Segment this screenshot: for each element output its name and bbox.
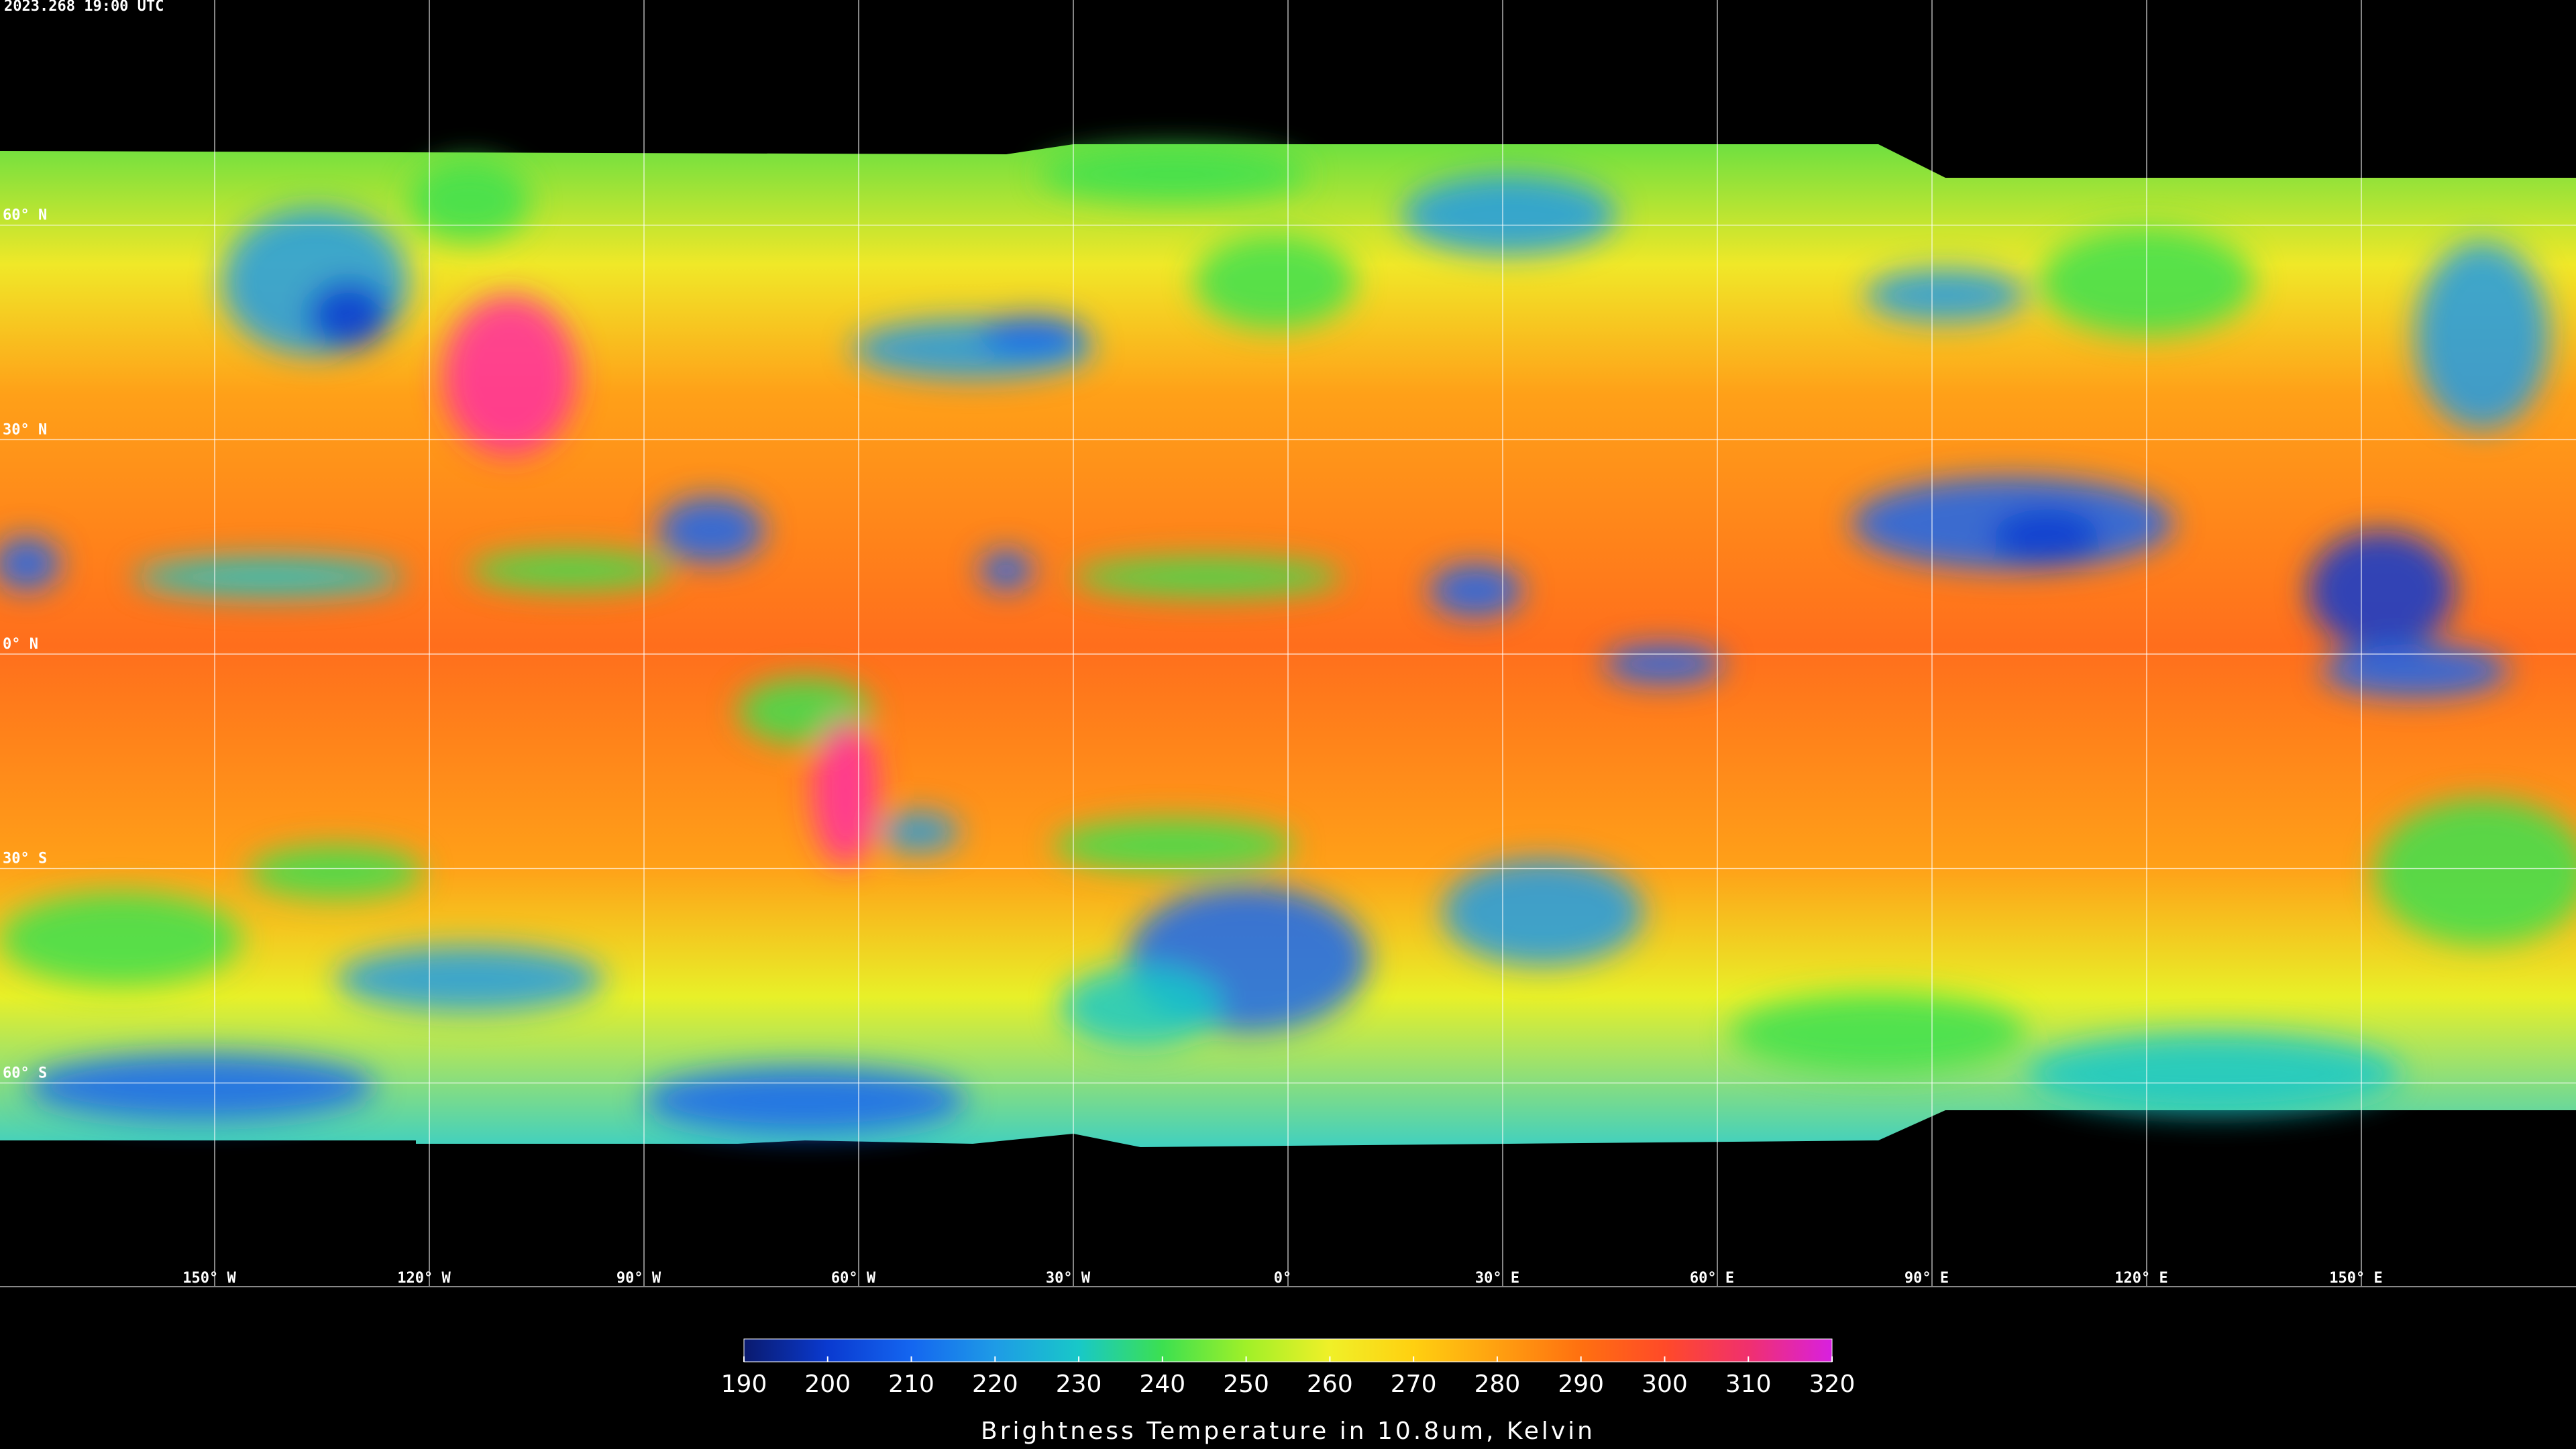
cloud: [0, 892, 241, 986]
cloud: [879, 812, 959, 852]
lat-label: 30° S: [3, 851, 47, 867]
cloud: [335, 946, 604, 1013]
timestamp: 2023.268 19:00 UTC: [4, 0, 164, 15]
colorbar-tick-label: 200: [804, 1371, 851, 1398]
lat-label: 30° N: [3, 421, 47, 438]
colorbar-tick-label: 250: [1223, 1371, 1269, 1398]
cloud: [1040, 148, 1308, 201]
colorbar-tick-label: 190: [721, 1371, 767, 1398]
lon-label: 30° E: [1475, 1270, 1519, 1287]
graticule: 60° N 30° N 0° N 30° S 60° S 150° W 120° W 90° …: [0, 0, 2576, 1287]
lon-label: 120° W: [397, 1270, 451, 1287]
cloud: [1402, 174, 1617, 255]
cloud: [1429, 564, 1523, 617]
cloud: [443, 295, 577, 456]
cloud: [1603, 644, 1724, 684]
cloud: [1194, 235, 1355, 329]
colorbar-tick-label: 320: [1809, 1371, 1856, 1398]
lon-label: 120° E: [2114, 1270, 2167, 1287]
cloud: [2321, 644, 2509, 698]
lon-label: 0°: [1274, 1270, 1292, 1287]
lon-label: 150° E: [2329, 1270, 2382, 1287]
cloud: [2026, 1033, 2402, 1114]
colorbar-label: Brightness Temperature in 10.8um, Kelvin: [981, 1417, 1595, 1445]
lon-label: 90° W: [616, 1270, 661, 1287]
colorbar-tick-label: 240: [1139, 1371, 1185, 1398]
colorbar-tick-label: 210: [888, 1371, 934, 1398]
cloud: [1073, 557, 1342, 597]
cloud: [2375, 798, 2576, 946]
cloud: [1053, 818, 1295, 872]
colorbar-tick-label: 230: [1056, 1371, 1102, 1398]
cloud: [27, 1053, 376, 1120]
lat-label: 60° S: [3, 1065, 47, 1081]
cloud: [979, 315, 1087, 356]
cloud: [409, 161, 530, 241]
cloud: [248, 845, 423, 899]
cloud: [309, 282, 389, 349]
cloud: [0, 537, 60, 590]
cloud: [1992, 510, 2100, 564]
lon-label: 60° E: [1690, 1270, 1734, 1287]
cloud: [644, 1067, 966, 1134]
colorbar-tick-label: 220: [972, 1371, 1018, 1398]
cloud: [979, 550, 1033, 590]
colorbar-tick-label: 300: [1642, 1371, 1688, 1398]
cloud: [470, 550, 671, 590]
lon-label: 30° W: [1046, 1270, 1091, 1287]
cloud: [1865, 268, 2026, 322]
cloud: [134, 557, 402, 597]
colorbar-tick-label: 260: [1307, 1371, 1353, 1398]
colorbar-tick-label: 310: [1725, 1371, 1772, 1398]
cloud: [2415, 241, 2549, 429]
colorbar-tick-label: 280: [1474, 1371, 1521, 1398]
cloud: [812, 718, 879, 865]
colorbar-tick-label: 270: [1391, 1371, 1437, 1398]
lat-label: 60° N: [3, 207, 47, 224]
colorbar-tick-label: 290: [1558, 1371, 1604, 1398]
lon-label: 90° E: [1904, 1270, 1949, 1287]
cloud: [1442, 859, 1644, 966]
lon-label: 60° W: [831, 1270, 876, 1287]
cloud: [657, 496, 765, 564]
cloud: [2308, 530, 2455, 651]
lat-label: 0° N: [3, 636, 38, 653]
cloud: [1060, 966, 1221, 1046]
cloud-patterns: [0, 148, 2576, 1134]
cloud: [1731, 993, 2026, 1073]
colorbar: [743, 1338, 1833, 1362]
colorbar-ticks: 190 200 210 220 230 240 250 260 270 280 290 300 310 3…: [721, 1356, 1856, 1398]
lon-label: 150° W: [182, 1270, 236, 1287]
